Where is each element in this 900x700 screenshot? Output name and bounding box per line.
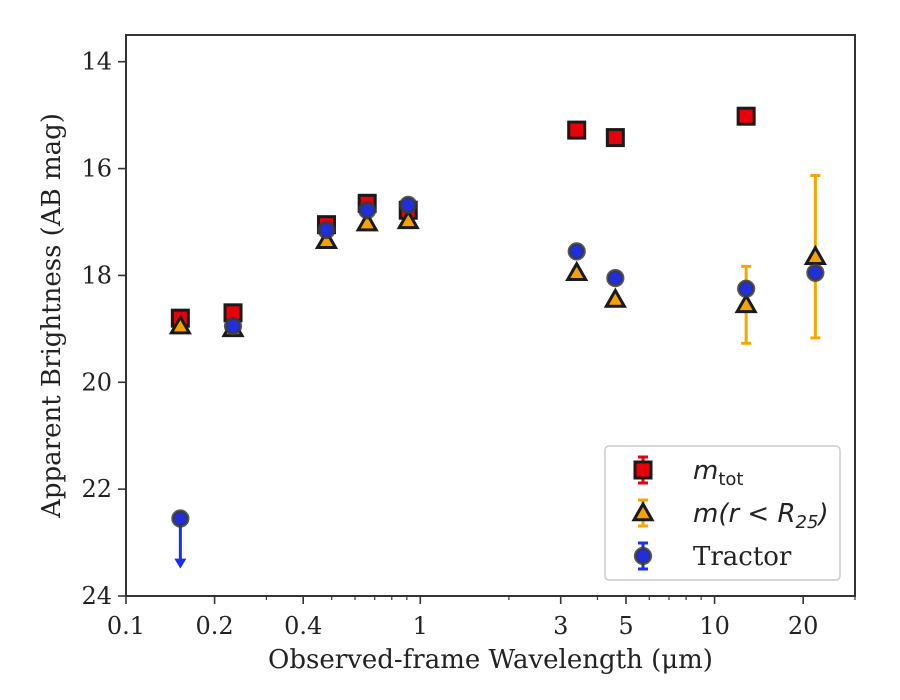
x-tick-label: 0.2 [196, 612, 234, 640]
y-tick-label: 16 [81, 155, 112, 183]
legend-marker-circle [633, 546, 653, 566]
legend-marker-triangle [631, 500, 655, 522]
data-point-circle [737, 279, 756, 298]
data-point-circle [223, 317, 243, 336]
x-tick-label: 3 [553, 612, 568, 640]
data-point-triangle [168, 314, 192, 335]
data-point-circle [399, 195, 418, 215]
x-tick-label: 0.4 [284, 612, 322, 640]
legend-marker-square [633, 460, 653, 480]
series-square [170, 106, 756, 328]
data-point-triangle [355, 211, 379, 232]
data-point-circle [806, 263, 825, 282]
x-axis-ticks: 0.1 0.2 0.4 1 3 5 10 20 [107, 596, 856, 640]
legend-label: m(r < R25) [693, 499, 829, 533]
legend-label: Tractor [693, 542, 792, 572]
data-marks [168, 106, 827, 569]
plot-frame [125, 34, 856, 597]
x-tick-label: 5 [618, 612, 633, 640]
y-tick-label: 14 [81, 48, 112, 76]
y-tick-label: 20 [81, 368, 112, 396]
x-axis-label: Observed-frame Wavelength (μm) [268, 645, 713, 675]
data-point-circle [606, 269, 625, 288]
y-tick-label: 22 [81, 475, 112, 503]
x-tick-label: 20 [788, 612, 819, 640]
legend: mtot m(r < R25) Tractor [604, 445, 841, 581]
x-tick-label: 0.1 [107, 612, 145, 640]
series-triangle [168, 174, 827, 345]
data-point-circle [358, 201, 377, 220]
data-point-triangle [314, 228, 339, 249]
data-point-triangle [565, 260, 589, 282]
x-tick-label: 10 [699, 612, 730, 640]
data-point-square [736, 106, 756, 126]
legend-label: mtot [693, 456, 743, 490]
data-point-triangle [734, 292, 758, 314]
series-circle [171, 195, 825, 569]
y-tick-label: 24 [81, 582, 112, 610]
y-axis-label: Apparent Brightness (AB mag) [37, 113, 67, 519]
legend-box [604, 445, 841, 581]
data-point-triangle [396, 208, 420, 230]
x-tick-label: 1 [413, 612, 428, 640]
data-point-square [567, 120, 587, 140]
data-point-circle [171, 509, 190, 528]
data-point-circle [567, 242, 586, 261]
upper-limit-arrow-head [174, 558, 187, 569]
data-point-circle [317, 220, 336, 240]
data-point-triangle [803, 244, 827, 265]
data-point-triangle [603, 287, 627, 308]
data-point-square [605, 128, 625, 148]
y-axis-ticks: 14 16 18 20 22 24 [81, 48, 126, 610]
y-tick-label: 18 [81, 261, 112, 289]
